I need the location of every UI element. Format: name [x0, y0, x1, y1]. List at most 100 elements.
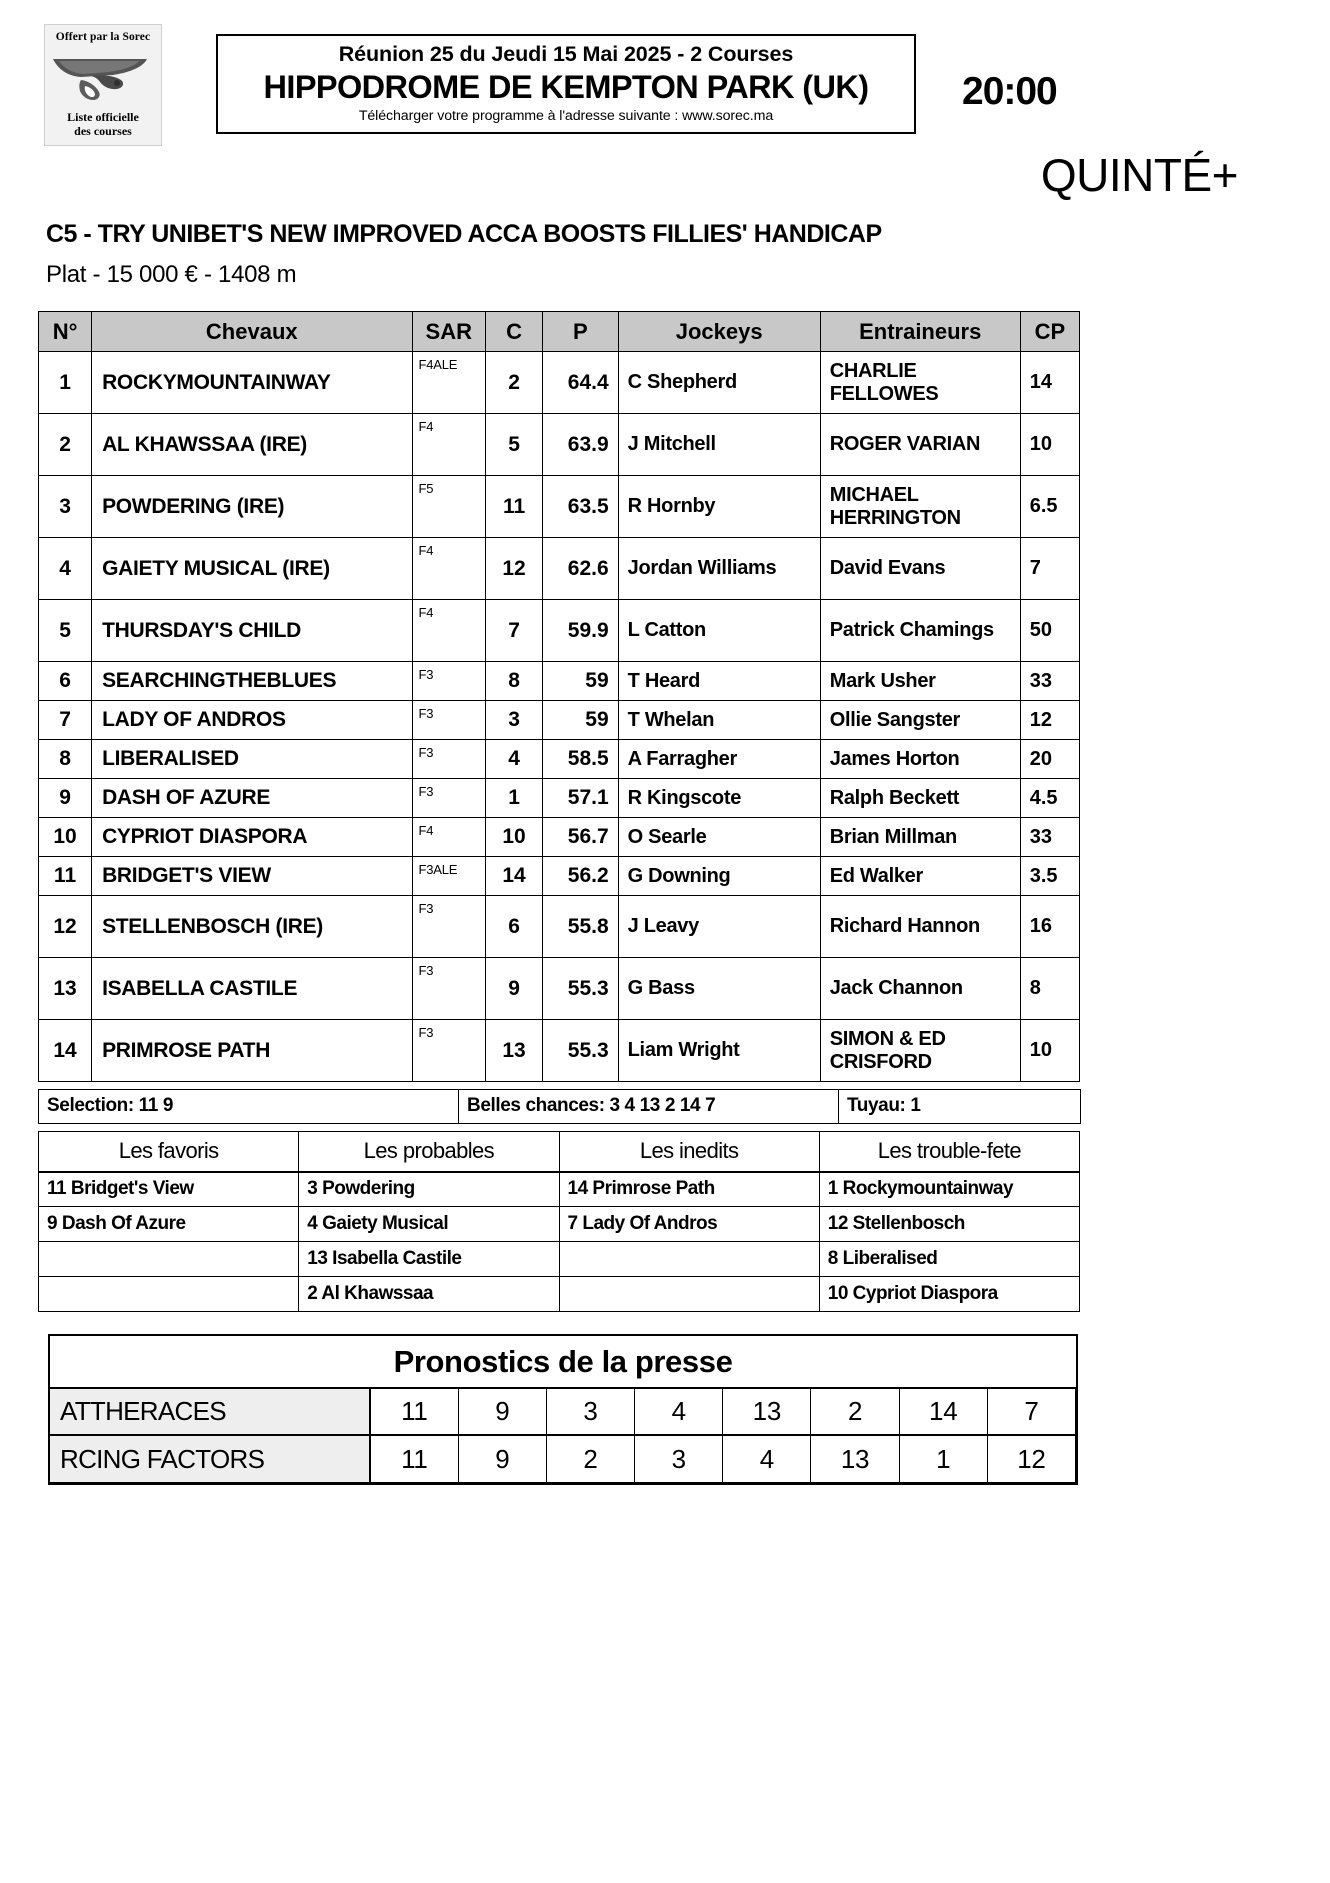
tip-cell[interactable]: 3 Powdering: [298, 1171, 560, 1207]
runner-trainer: MICHAEL HERRINGTON: [819, 475, 1021, 538]
tip-cell[interactable]: 12 Stellenbosch: [818, 1206, 1081, 1242]
table-row[interactable]: 13 ISABELLA CASTILE F3 9 55.3 G Bass Jac…: [37, 957, 1081, 1020]
tips-row: 11 Bridget's View 3 Powdering 14 Primros…: [37, 1171, 1081, 1207]
runner-jockey: R Kingscote: [617, 778, 821, 818]
runner-sar: F3ALE: [411, 856, 486, 896]
runner-weight: 64.4: [542, 351, 619, 414]
page-header: Offert par la Sorec Liste officielle des…: [38, 18, 1290, 146]
tip-cell[interactable]: 2 Al Khawssaa: [298, 1276, 560, 1312]
runner-jockey: T Whelan: [617, 700, 821, 740]
runner-jockey: L Catton: [617, 599, 821, 662]
table-row[interactable]: 11 BRIDGET'S VIEW F3ALE 14 56.2 G Downin…: [37, 856, 1081, 896]
runner-sar: F3: [411, 700, 486, 740]
tips-table: Les favoris Les probables Les inedits Le…: [37, 1131, 1081, 1312]
table-row[interactable]: 14 PRIMROSE PATH F3 13 55.3 Liam Wright …: [37, 1019, 1081, 1082]
press-pick: 11: [369, 1387, 459, 1436]
horse-rider-icon: [53, 59, 147, 101]
meeting-title-box: Réunion 25 du Jeudi 15 Mai 2025 - 2 Cour…: [216, 34, 916, 135]
runner-weight: 63.5: [542, 475, 619, 538]
runner-trainer: CHARLIE FELLOWES: [819, 351, 1021, 414]
runner-trainer: Ollie Sangster: [819, 700, 1021, 740]
runner-weight: 55.3: [542, 957, 619, 1020]
table-row[interactable]: 9 DASH OF AZURE F3 1 57.1 R Kingscote Ra…: [37, 778, 1081, 818]
runner-cp: 20: [1019, 739, 1081, 779]
runner-cp: 14: [1019, 351, 1081, 414]
tip-cell[interactable]: 13 Isabella Castile: [298, 1241, 560, 1277]
runner-horse: ROCKYMOUNTAINWAY: [91, 351, 413, 414]
tip-cell[interactable]: [558, 1276, 820, 1312]
runner-sar: F3: [411, 778, 486, 818]
runner-cp: 10: [1019, 1019, 1081, 1082]
tips-header-row: Les favoris Les probables Les inedits Le…: [37, 1131, 1081, 1173]
runner-number: 14: [37, 1019, 93, 1082]
runner-jockey: Liam Wright: [617, 1019, 821, 1082]
table-row[interactable]: 7 LADY OF ANDROS F3 3 59 T Whelan Ollie …: [37, 700, 1081, 740]
runner-jockey: Jordan Williams: [617, 537, 821, 600]
press-pick: 11: [369, 1434, 459, 1482]
runner-trainer: Ralph Beckett: [819, 778, 1021, 818]
press-pick: 12: [986, 1434, 1077, 1482]
runner-weight: 58.5: [542, 739, 619, 779]
table-row[interactable]: 4 GAIETY MUSICAL (IRE) F4 12 62.6 Jordan…: [37, 537, 1081, 600]
runner-sar: F3: [411, 895, 486, 958]
header-p: P: [542, 311, 619, 352]
tip-cell[interactable]: 9 Dash Of Azure: [37, 1206, 300, 1242]
header-trainers: Entraineurs: [819, 311, 1021, 352]
tip-cell[interactable]: [37, 1241, 300, 1277]
tuyau-text: Tuyau: 1: [838, 1089, 1081, 1124]
tip-cell[interactable]: 4 Gaiety Musical: [298, 1206, 560, 1242]
table-row[interactable]: 6 SEARCHINGTHEBLUES F3 8 59 T Heard Mark…: [37, 661, 1081, 701]
header-number: N°: [37, 311, 93, 352]
press-pick: 2: [545, 1434, 636, 1482]
press-title: Pronostics de la presse: [393, 1344, 733, 1379]
runner-weight: 59: [542, 700, 619, 740]
runner-horse: LADY OF ANDROS: [91, 700, 413, 740]
runner-cp: 33: [1019, 661, 1081, 701]
table-row[interactable]: 2 AL KHAWSSAA (IRE) F4 5 63.9 J Mitchell…: [37, 413, 1081, 476]
tip-cell[interactable]: [558, 1241, 820, 1277]
press-row: ATTHERACES 11 9 3 4 13 2 14 7: [50, 1387, 1077, 1436]
table-row[interactable]: 10 CYPRIOT DIASPORA F4 10 56.7 O Searle …: [37, 817, 1081, 857]
tip-cell[interactable]: 10 Cypriot Diaspora: [818, 1276, 1081, 1312]
table-row[interactable]: 1 ROCKYMOUNTAINWAY F4ALE 2 64.4 C Shephe…: [37, 351, 1081, 414]
runner-weight: 56.2: [542, 856, 619, 896]
table-row[interactable]: 12 STELLENBOSCH (IRE) F3 6 55.8 J Leavy …: [37, 895, 1081, 958]
tip-cell[interactable]: 8 Liberalised: [818, 1241, 1081, 1277]
runner-weight: 55.3: [542, 1019, 619, 1082]
runner-sar: F3: [411, 661, 486, 701]
race-conditions: Plat - 15 000 € - 1408 m: [46, 261, 297, 288]
press-pick: 4: [722, 1434, 812, 1482]
press-pick: 1: [898, 1434, 988, 1482]
tips-row: 9 Dash Of Azure 4 Gaiety Musical 7 Lady …: [37, 1206, 1081, 1242]
selection-bar: Selection: 11 9 Belles chances: 3 4 13 2…: [38, 1089, 1081, 1124]
runner-horse: PRIMROSE PATH: [91, 1019, 413, 1082]
table-row[interactable]: 8 LIBERALISED F3 4 58.5 A Farragher Jame…: [37, 739, 1081, 779]
logo-bottom-line2: des courses: [74, 123, 132, 138]
runner-trainer: Mark Usher: [819, 661, 1021, 701]
table-row[interactable]: 5 THURSDAY'S CHILD F4 7 59.9 L Catton Pa…: [37, 599, 1081, 662]
runner-number: 9: [37, 778, 93, 818]
runner-trainer: Patrick Chamings: [819, 599, 1021, 662]
runner-cp: 12: [1019, 700, 1081, 740]
runner-horse: AL KHAWSSAA (IRE): [91, 413, 413, 476]
runner-jockey: R Hornby: [617, 475, 821, 538]
race-time: 20:00: [962, 70, 1058, 113]
runner-trainer: Richard Hannon: [819, 895, 1021, 958]
tip-cell[interactable]: 7 Lady Of Andros: [558, 1206, 820, 1242]
table-row[interactable]: 3 POWDERING (IRE) F5 11 63.5 R Hornby MI…: [37, 475, 1081, 538]
race-title: C5 - TRY UNIBET'S NEW IMPROVED ACCA BOOS…: [46, 220, 882, 248]
runners-header-row: N° Chevaux SAR C P Jockeys Entraineurs C…: [37, 311, 1081, 352]
tip-cell[interactable]: 11 Bridget's View: [37, 1171, 300, 1207]
runner-number: 3: [37, 475, 93, 538]
tip-cell[interactable]: [37, 1276, 300, 1312]
tip-cell[interactable]: 1 Rockymountainway: [818, 1171, 1081, 1207]
runner-cp: 8: [1019, 957, 1081, 1020]
runner-cp: 6.5: [1019, 475, 1081, 538]
tip-cell[interactable]: 14 Primrose Path: [558, 1171, 820, 1207]
runner-number: 6: [37, 661, 93, 701]
runner-draw: 11: [484, 475, 544, 538]
runner-sar: F4: [411, 817, 486, 857]
runner-cp: 16: [1019, 895, 1081, 958]
press-pick: 3: [634, 1434, 724, 1482]
runner-cp: 50: [1019, 599, 1081, 662]
